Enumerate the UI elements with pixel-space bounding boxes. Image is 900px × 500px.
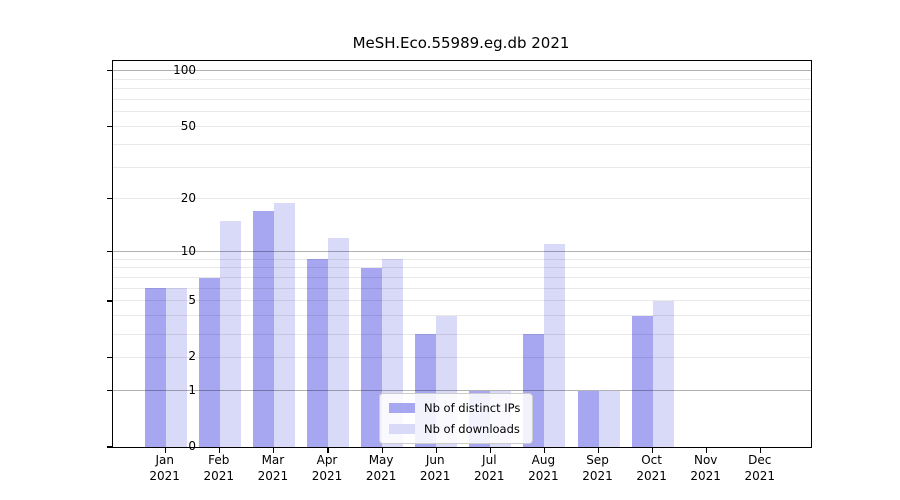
gridline-minor [113,198,811,200]
plot-area: Nb of distinct IPs Nb of downloads [107,60,812,453]
x-tick [543,448,545,453]
bar-ips-may [361,267,383,447]
gridline-major [113,389,811,391]
x-tick [381,448,383,453]
y-tick [107,70,112,72]
x-tick-label-jun: Jun 2021 [419,453,451,483]
gridline-minor [113,300,811,302]
legend-swatch-downloads [389,424,415,434]
bar-downloads-oct [652,300,674,447]
gridline-minor [113,88,811,90]
x-tick [652,448,654,453]
x-tick [219,448,221,453]
x-tick [327,448,329,453]
x-tick-label-sep: Sep 2021 [582,453,613,483]
gridline-minor [113,99,811,101]
gridline-minor [113,267,811,269]
x-tick [435,448,437,453]
gridline-minor [113,78,811,80]
x-tick-label-feb: Feb 2021 [203,453,235,483]
gridline-minor [113,258,811,260]
x-tick [489,448,491,453]
y-tick-label: 100 [173,62,196,77]
chart-title: MeSH.Eco.55989.eg.db 2021 [352,34,570,52]
x-tick-label-may: May 2021 [365,453,397,483]
y-tick [107,198,112,200]
y-tick [107,389,112,392]
y-tick-label: 20 [180,190,196,205]
y-tick-label: 2 [188,349,196,364]
x-tick [273,448,275,453]
bar-ips-jan [144,288,166,447]
legend-swatch-ips [389,403,415,413]
gridline-major [113,250,811,252]
gridline-minor [113,277,811,279]
x-tick [760,448,762,453]
bar-ips-mar [252,211,274,447]
y-tick [107,356,112,359]
gridline-minor [113,166,811,168]
y-tick [107,250,112,253]
gridline-minor [113,287,811,289]
gridline-minor [113,143,811,145]
x-tick-label-oct: Oct 2021 [636,453,667,483]
x-tick-label-apr: Apr 2021 [311,453,343,483]
bar-ips-apr [307,259,328,447]
gridline-minor [113,356,811,358]
x-tick-label-dec: Dec 2021 [744,453,776,483]
bar-ips-oct [631,315,653,447]
bar-downloads-jan [165,288,187,447]
y-tick [107,300,112,302]
x-tick-label-jul: Jul 2021 [474,453,505,483]
bar-downloads-feb [219,221,241,447]
bar-ips-sep [577,390,599,447]
gridline-minor [113,111,811,113]
legend-item: Nb of distinct IPs [389,401,520,415]
y-tick-label: 50 [180,118,196,133]
chart-legend: Nb of distinct IPs Nb of downloads [379,393,534,444]
bar-downloads-sep [598,390,620,447]
x-tick-label-nov: Nov 2021 [690,453,721,483]
legend-label: Nb of distinct IPs [424,401,521,415]
x-tick-label-mar: Mar 2021 [257,453,289,483]
legend-item: Nb of downloads [389,422,520,436]
gridline-major [113,70,811,72]
x-tick-label-jan: Jan 2021 [149,453,180,483]
bar-ips-feb [198,277,220,447]
x-tick [597,448,600,453]
y-tick [107,125,112,128]
y-tick [107,446,112,448]
gridline-minor [113,315,811,317]
gridline-minor [113,126,811,128]
x-tick-label-aug: Aug 2021 [528,453,559,483]
bar-downloads-aug [544,244,566,447]
x-tick [165,448,167,453]
y-tick-label: 1 [188,382,196,397]
x-tick [706,448,708,453]
bar-downloads-mar [273,202,295,447]
gridline-minor [113,333,811,335]
legend-label: Nb of downloads [424,422,520,436]
y-tick-label: 10 [180,243,196,258]
y-tick-label: 5 [188,292,196,307]
bar-downloads-apr [328,237,349,447]
y-tick-label: 0 [188,439,196,453]
